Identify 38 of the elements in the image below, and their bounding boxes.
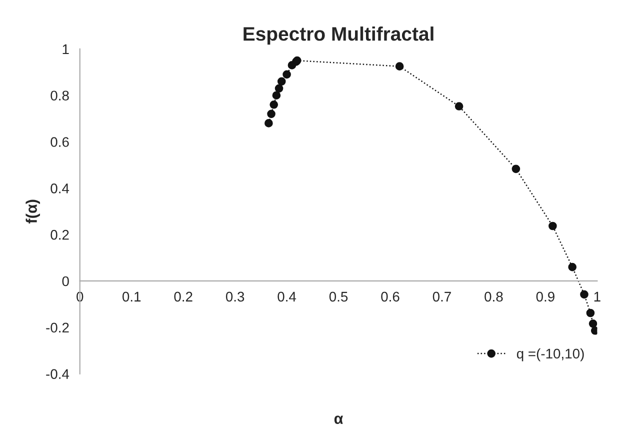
- point: [272, 91, 281, 100]
- x-tick-label: 0.2: [174, 292, 192, 302]
- x-tick-label: 0.5: [329, 292, 348, 302]
- point: [568, 262, 577, 272]
- point: [274, 84, 284, 93]
- y-tick-label: -0.2: [46, 322, 69, 333]
- y-tick-label: 0.8: [50, 90, 69, 101]
- y-tick-label: 0.6: [50, 137, 69, 147]
- x-tick-label: 0: [76, 292, 84, 302]
- point: [454, 102, 464, 110]
- point: [264, 119, 273, 128]
- x-tick-label: 0.8: [484, 292, 503, 302]
- x-tick-label: 0.7: [432, 292, 451, 302]
- x-tick-label: 0.9: [536, 292, 554, 302]
- y-tick-label: 0: [62, 276, 69, 286]
- x-tick-label: 0.4: [278, 292, 296, 302]
- point: [548, 222, 557, 230]
- x-axis-title: α: [334, 416, 344, 424]
- x-tick-label: 0.3: [226, 292, 244, 302]
- point: [586, 308, 595, 318]
- x-tick-label: 0.6: [381, 292, 400, 302]
- y-tick-label: -0.4: [46, 369, 70, 379]
- point: [512, 164, 520, 174]
- point: [277, 77, 286, 86]
- x-tick-label: 1: [594, 292, 600, 302]
- y-axis-title: f(α): [26, 200, 40, 224]
- y-tick-label: 0.2: [50, 230, 69, 240]
- legend-label: q =(-10,10): [516, 348, 584, 362]
- y-tick-label: 1: [62, 44, 69, 54]
- x-tick-label: 0.1: [122, 292, 141, 302]
- point: [270, 100, 278, 109]
- point: [588, 320, 598, 328]
- chart-title: Espectro Multifractal: [244, 26, 434, 45]
- point: [282, 70, 291, 79]
- y-tick-label: 0.4: [50, 184, 70, 194]
- point: [395, 62, 404, 71]
- point: [267, 110, 276, 118]
- point: [580, 290, 588, 299]
